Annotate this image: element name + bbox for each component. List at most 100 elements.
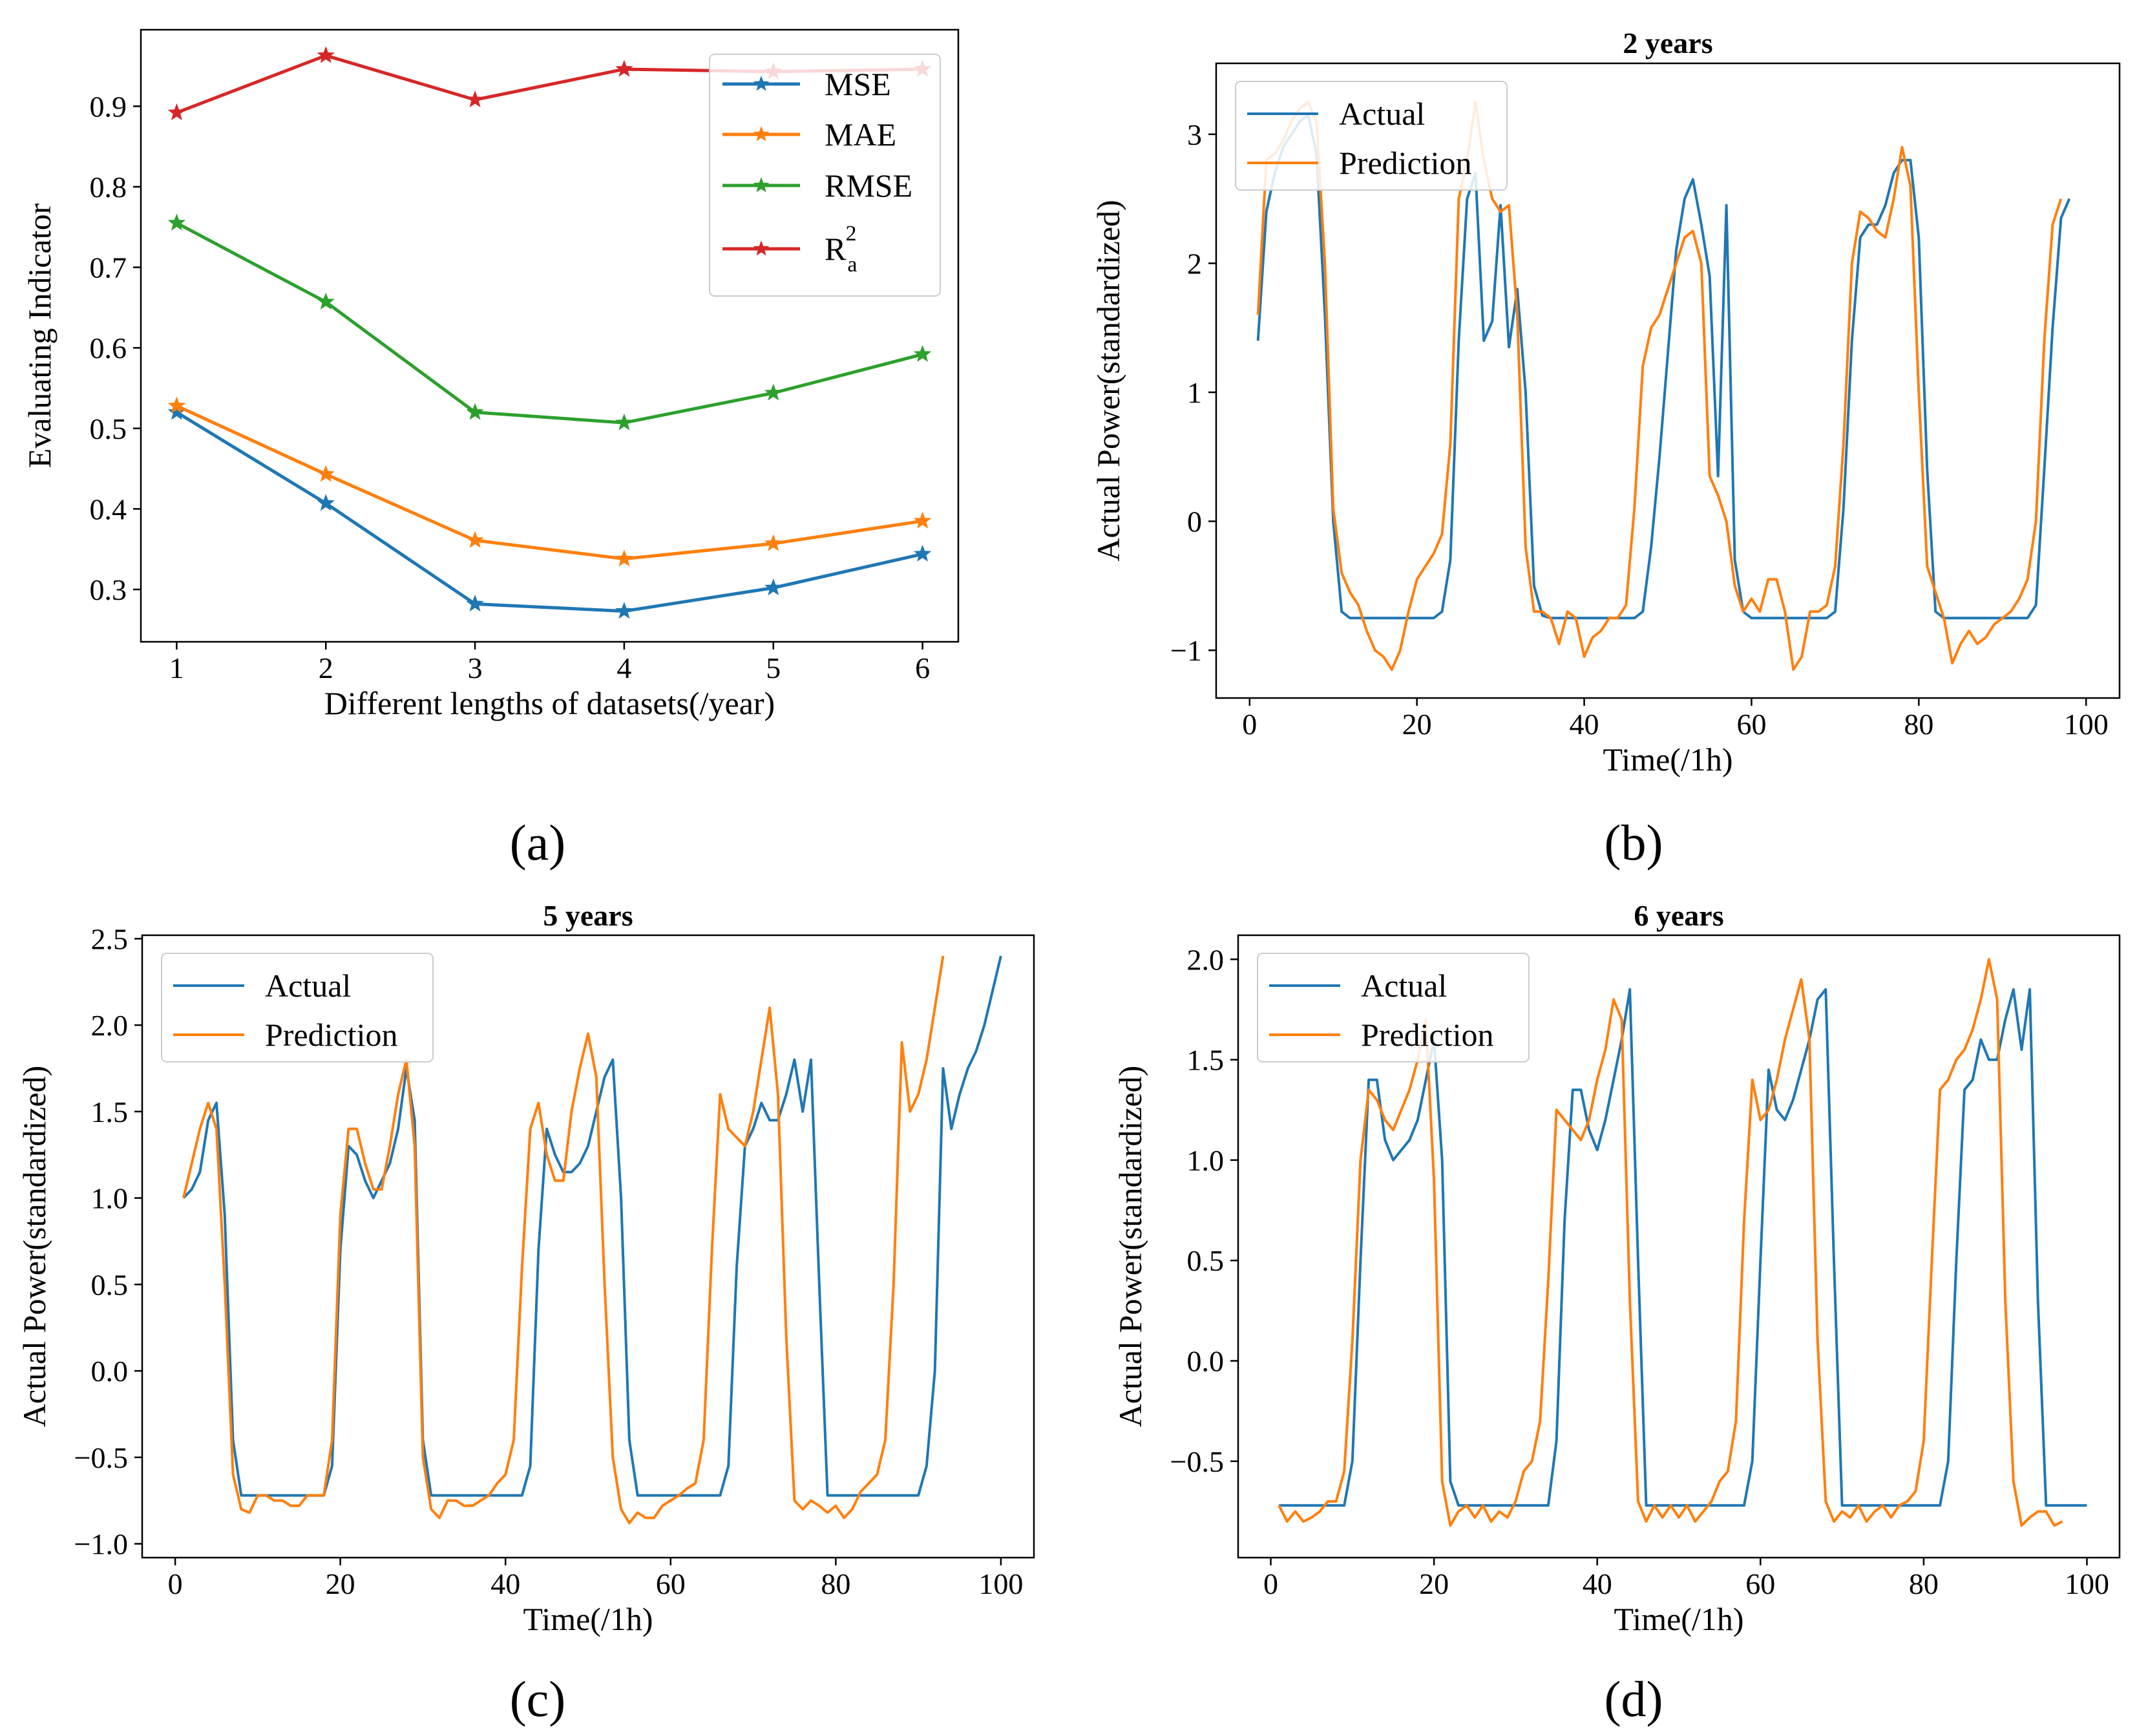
data-point-mae	[317, 465, 335, 482]
data-point-mae	[466, 531, 484, 548]
y-tick-label: 0.3	[90, 573, 127, 606]
x-tick-label: 100	[2065, 1567, 2109, 1600]
x-tick-label: 60	[1736, 708, 1766, 741]
data-point-r-a-2	[615, 59, 633, 77]
chart-title: 6 years	[1634, 899, 1723, 932]
series-line-mae	[176, 404, 923, 561]
x-axis-label: Time(/1h)	[1603, 741, 1733, 778]
y-axis-label: Actual Power(standardized)	[16, 1066, 52, 1428]
legend-swatch-marker	[753, 177, 770, 193]
y-tick-label: 2.0	[91, 1009, 129, 1042]
y-tick-label: 0.5	[91, 1268, 129, 1301]
data-point-rmse	[764, 383, 783, 401]
panel-b: 0 20 40 60 80 100 −1 0 1 2 3 Time(/1h) Actual Power(…	[1090, 26, 2121, 871]
y-tick-label: 0.0	[91, 1355, 129, 1388]
y-tick-label: 0	[1187, 505, 1202, 538]
series-line-prediction	[1256, 100, 2063, 672]
legend-label: Prediction	[1339, 145, 1472, 181]
legend-box	[709, 54, 941, 297]
panel-caption: (a)	[510, 814, 566, 871]
x-tick-label: 80	[1909, 1567, 1939, 1600]
data-point-rmse	[913, 344, 932, 362]
x-tick-label: 0	[168, 1567, 183, 1600]
y-tick-label: 0.4	[90, 492, 127, 525]
legend-label: Actual	[1361, 968, 1447, 1004]
y-tick-label: −0.5	[1170, 1445, 1224, 1478]
legend-swatch-marker	[753, 240, 770, 256]
x-tick-label: 60	[1745, 1567, 1775, 1600]
legend-label: Prediction	[265, 1017, 398, 1053]
y-tick-label: 0.0	[1187, 1345, 1225, 1378]
legend-label-sup: 2	[845, 222, 856, 246]
y-axis-label: Evaluating Indicator	[21, 203, 58, 468]
x-tick-label: 20	[326, 1567, 355, 1600]
x-tick-label: 80	[821, 1567, 850, 1600]
x-tick-label: 1	[169, 651, 184, 684]
legend-label: Prediction	[1361, 1017, 1494, 1053]
legend-label-text: R	[825, 231, 847, 267]
x-tick-label: 80	[1904, 708, 1933, 741]
data-point-r-a-2	[466, 90, 484, 108]
axes-frame	[140, 28, 960, 643]
series-line-mse	[176, 410, 923, 613]
x-axis-label: Time(/1h)	[1614, 1601, 1744, 1637]
x-axis-label: Time(/1h)	[523, 1601, 653, 1637]
y-tick-label: 0.8	[90, 171, 127, 204]
legend-label: MAE	[825, 116, 896, 153]
y-tick-label: −1	[1170, 634, 1202, 667]
chart-title: 2 years	[1623, 26, 1712, 59]
legend-label: RMSE	[825, 167, 912, 204]
x-tick-label: 20	[1402, 708, 1432, 741]
legend-label: Actual	[1339, 96, 1425, 132]
y-tick-label: −1.0	[74, 1528, 128, 1561]
y-tick-label: 2.5	[91, 922, 129, 955]
y-tick-label: 0.7	[90, 251, 127, 284]
series-line-prediction	[1278, 958, 2063, 1527]
y-tick-label: 0.6	[90, 332, 127, 365]
y-tick-label: 3	[1187, 118, 1202, 151]
x-tick-label: 6	[915, 651, 930, 684]
data-point-mae	[913, 511, 932, 529]
x-tick-label: 5	[766, 651, 781, 684]
panel-caption: (c)	[510, 1671, 566, 1727]
x-tick-label: 20	[1419, 1567, 1449, 1600]
data-point-mse	[764, 578, 783, 596]
y-tick-label: 1	[1187, 376, 1202, 409]
y-tick-label: 1.5	[1187, 1044, 1225, 1077]
panel-d: 0 20 40 60 80 100 −0.5 0.0 0.5 1.0 1.5 2.0 Time(/1h)…	[1112, 899, 2121, 1727]
x-tick-label: 40	[1570, 708, 1599, 741]
series-line-rmse	[176, 221, 923, 425]
x-tick-label: 2	[319, 651, 333, 684]
x-tick-label: 0	[1242, 708, 1257, 741]
panel-c: 0 20 40 60 80 100 −1.0 −0.5 0.0 0.5 1.0 1.5 2.0 2.5 Ti…	[16, 899, 1035, 1727]
data-point-mse	[317, 494, 335, 511]
axes-frame	[1237, 934, 2121, 1559]
legend-swatch-marker	[753, 126, 770, 142]
series-line-prediction	[182, 955, 945, 1525]
axes-frame	[1215, 62, 2121, 699]
x-tick-label: 40	[490, 1567, 520, 1600]
x-axis-label: Different lengths of datasets(/year)	[324, 685, 775, 721]
y-tick-label: 0.9	[90, 90, 127, 123]
y-tick-label: 1.0	[91, 1182, 129, 1215]
y-axis-label: Actual Power(standardized)	[1090, 200, 1126, 562]
panel-caption: (b)	[1605, 814, 1663, 871]
x-tick-label: 100	[978, 1567, 1023, 1600]
data-point-rmse	[167, 213, 186, 231]
x-tick-label: 0	[1263, 1567, 1278, 1600]
y-tick-label: −0.5	[74, 1441, 128, 1474]
data-point-mae	[764, 534, 783, 551]
legend-label: MSE	[825, 66, 891, 102]
data-point-mse	[913, 544, 932, 562]
legend-label-sub: a	[847, 253, 857, 277]
x-tick-label: 100	[2064, 708, 2109, 741]
panel-caption: (d)	[1605, 1671, 1663, 1727]
y-tick-label: 2.0	[1187, 943, 1225, 976]
series-line-actual	[1279, 988, 2087, 1507]
data-point-rmse	[317, 292, 335, 310]
legend-label-text: MSE	[825, 66, 891, 102]
y-tick-label: 0.5	[90, 412, 127, 445]
chart-title: 5 years	[543, 899, 633, 932]
data-point-rmse	[466, 403, 484, 420]
